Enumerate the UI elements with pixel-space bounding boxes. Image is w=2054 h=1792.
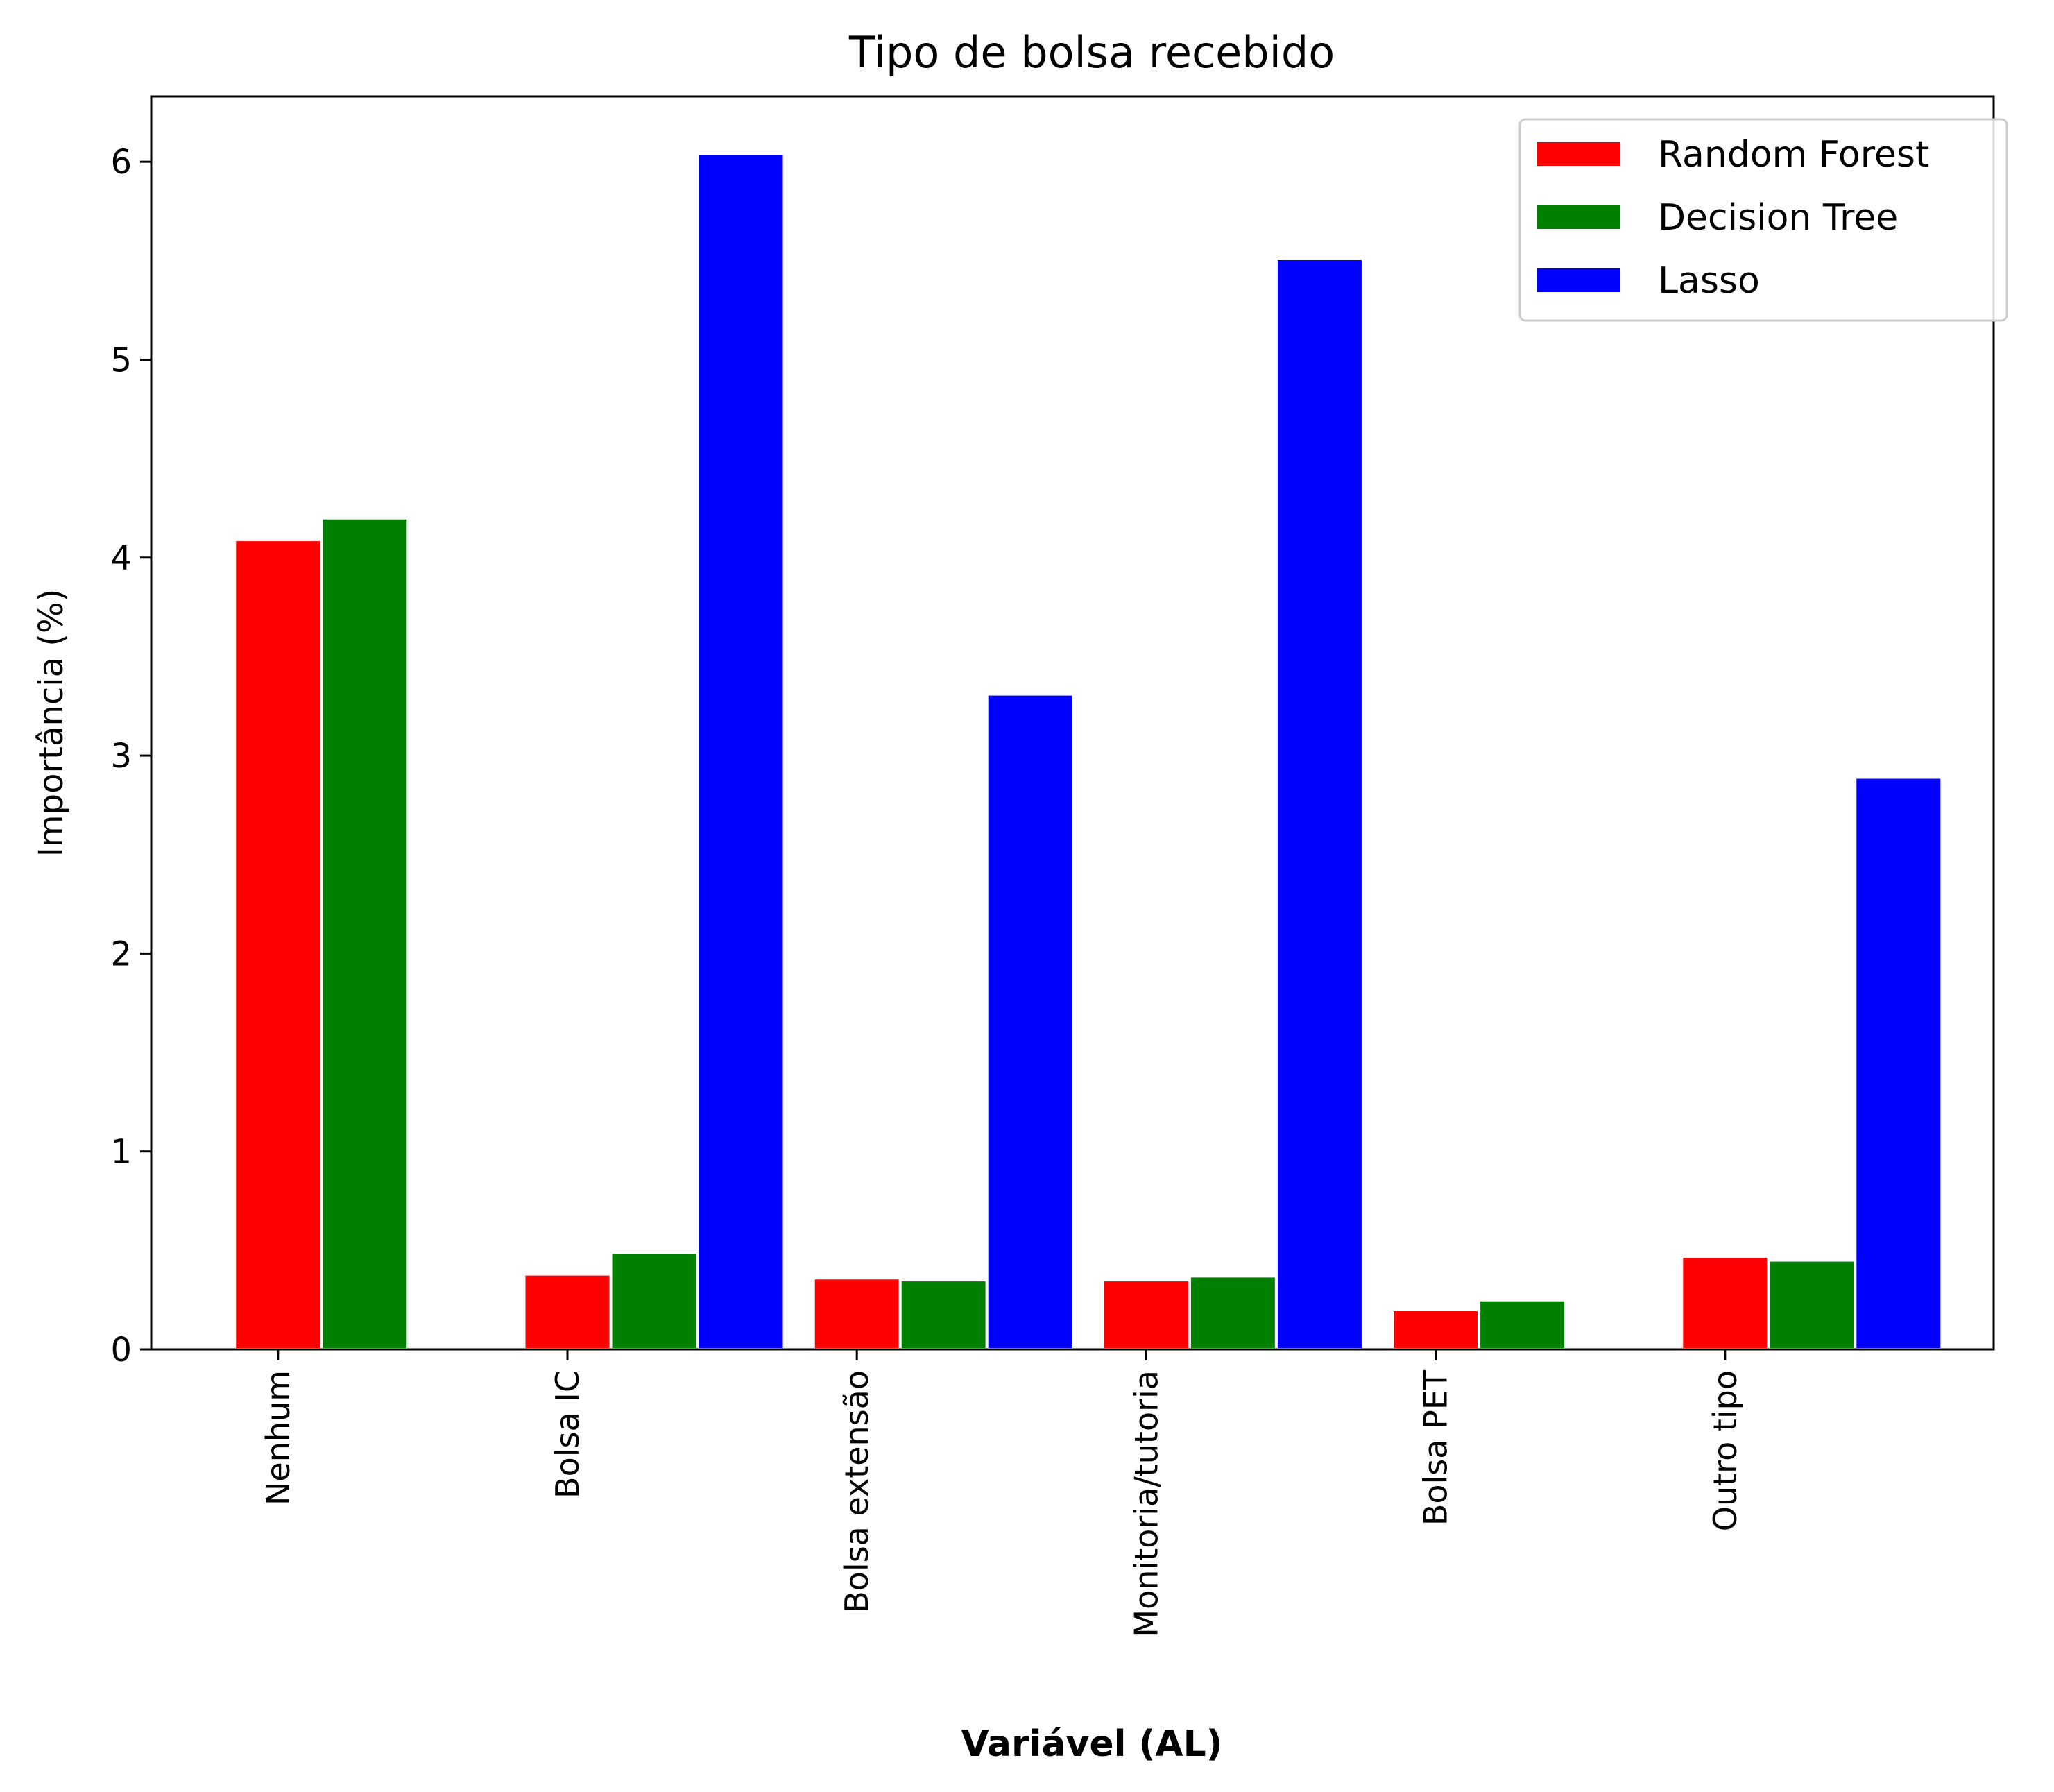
y-tick-label: 5	[110, 341, 132, 379]
bar-decision-tree-4	[1478, 1298, 1568, 1351]
y-tick-label: 3	[110, 737, 132, 776]
plot-frame	[150, 95, 1995, 1351]
y-tick-label: 0	[110, 1331, 132, 1369]
x-tick-label: Bolsa IC	[549, 1370, 586, 1499]
bar-random-forest-4	[1391, 1308, 1481, 1351]
legend-swatch-random-forest	[1537, 142, 1620, 166]
legend-frame	[1518, 118, 2008, 322]
y-tick-label: 1	[110, 1133, 132, 1172]
bar-lasso-1	[696, 152, 786, 1351]
bar-random-forest-5	[1680, 1254, 1770, 1351]
bar-decision-tree-5	[1767, 1258, 1857, 1351]
y-axis: 0 1 2 3 4 5 6	[110, 143, 151, 1369]
x-tick-label: Outro tipo	[1706, 1370, 1744, 1531]
y-axis-label: Importância (%)	[32, 589, 71, 857]
bar-lasso-3	[1274, 257, 1364, 1351]
bar-random-forest-0	[233, 538, 323, 1351]
x-tick-label: Bolsa extensão	[838, 1370, 875, 1613]
bar-decision-tree-0	[320, 516, 410, 1351]
bar-decision-tree-3	[1188, 1274, 1278, 1351]
bar-random-forest-3	[1101, 1279, 1191, 1351]
x-axis-label: Variável (AL)	[961, 1723, 1222, 1765]
bar-random-forest-2	[812, 1277, 902, 1351]
bars-group	[233, 152, 1944, 1351]
x-tick-label: Monitoria/tutoria	[1127, 1370, 1165, 1637]
bar-lasso-5	[1854, 776, 1944, 1351]
bar-decision-tree-2	[898, 1279, 989, 1351]
bar-decision-tree-1	[609, 1251, 699, 1351]
bar-lasso-2	[985, 692, 1075, 1351]
legend-swatch-lasso	[1537, 268, 1620, 292]
legend: Random Forest Decision Tree Lasso	[1518, 118, 2008, 322]
bar-random-forest-1	[522, 1272, 613, 1351]
y-tick-label: 4	[110, 539, 132, 578]
legend-label-lasso: Lasso	[1658, 260, 1760, 302]
y-tick-label: 2	[110, 935, 132, 973]
x-tick-label: Bolsa PET	[1417, 1369, 1455, 1526]
y-tick-label: 6	[110, 143, 132, 182]
legend-label-decision-tree: Decision Tree	[1658, 197, 1898, 239]
x-axis: Nenhum Bolsa IC Bolsa extensão Monitoria/tu…	[259, 1349, 1744, 1637]
legend-label-random-forest: Random Forest	[1658, 134, 1929, 176]
legend-swatch-decision-tree	[1537, 205, 1620, 229]
x-tick-label: Nenhum	[259, 1370, 297, 1505]
chart-title: Tipo de bolsa recebido	[848, 27, 1335, 78]
